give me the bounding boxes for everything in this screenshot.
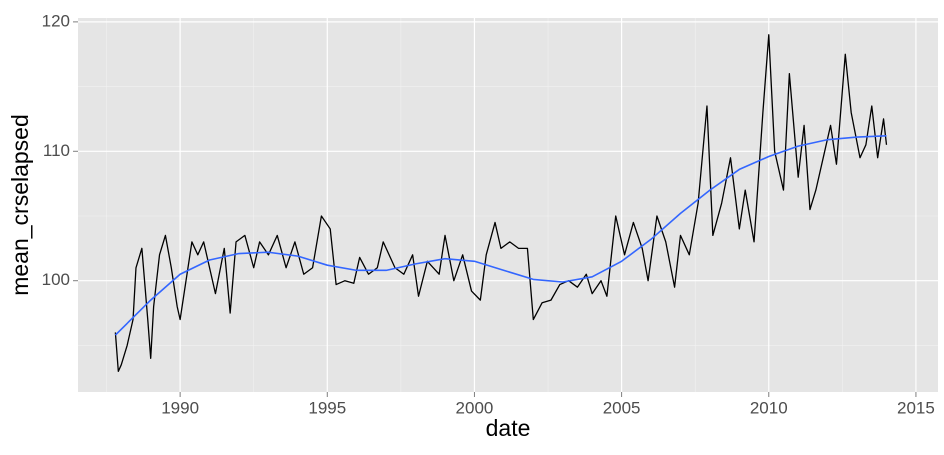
x-tick-label: 2010 (750, 398, 788, 417)
x-axis-title: date (486, 415, 531, 441)
x-tick-label: 2000 (456, 398, 494, 417)
y-tick-label: 100 (42, 270, 70, 289)
x-tick-label: 1995 (308, 398, 346, 417)
x-tick-label: 1990 (161, 398, 199, 417)
panel (78, 18, 938, 392)
smooth-line (114, 134, 887, 336)
y-axis-title: mean_crselapsed (7, 114, 33, 296)
y-tick-label: 110 (43, 141, 70, 160)
data-line (114, 34, 888, 372)
x-tick-label: 2005 (603, 398, 641, 417)
x-tick-label: 2015 (897, 398, 935, 417)
y-tick-label: 120 (42, 11, 70, 30)
